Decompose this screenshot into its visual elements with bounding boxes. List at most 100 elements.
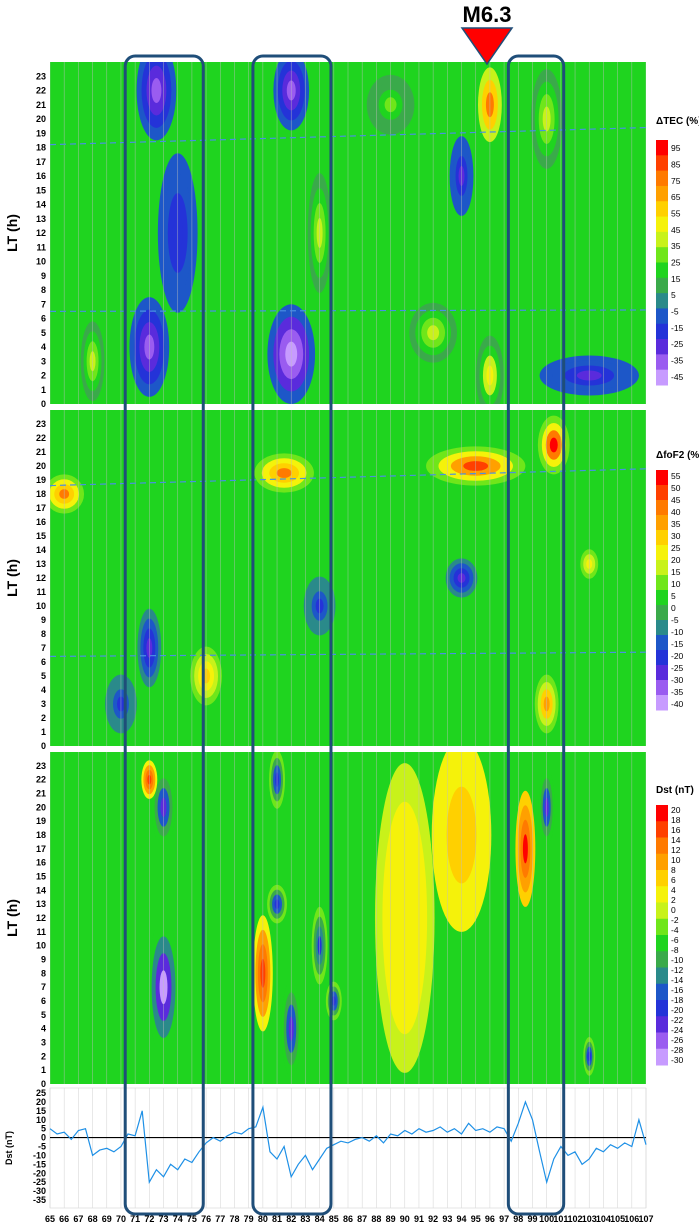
x-tick-label: 73 xyxy=(159,1214,169,1224)
colorbar-tick-label: 14 xyxy=(671,835,681,845)
x-tick-label: 106 xyxy=(624,1214,639,1224)
x-tick-label: 84 xyxy=(315,1214,325,1224)
colorbar-tick-label: 85 xyxy=(671,160,681,170)
y-tick-label: 22 xyxy=(36,775,46,785)
y-tick-label: 21 xyxy=(36,447,46,457)
colorbar-tick-label: -22 xyxy=(671,1015,684,1025)
colorbar-swatch xyxy=(656,821,668,838)
colorbar-tick-label: -2 xyxy=(671,915,679,925)
x-tick-label: 81 xyxy=(272,1214,282,1224)
x-tick-label: 99 xyxy=(527,1214,537,1224)
colorbar-swatch xyxy=(656,935,668,952)
highlight-box xyxy=(251,54,333,1216)
y-tick-label: 21 xyxy=(36,100,46,110)
colorbar-tick-label: 10 xyxy=(671,855,681,865)
colorbar-swatch xyxy=(656,902,668,920)
x-tick-label: 86 xyxy=(343,1214,353,1224)
colorbar-tick-label: 40 xyxy=(671,507,681,517)
x-tick-label: 93 xyxy=(442,1214,452,1224)
y-tick-label: 12 xyxy=(36,228,46,238)
dst-y-tick-label: -20 xyxy=(33,1168,46,1178)
x-tick-label: 104 xyxy=(596,1214,611,1224)
colorbar-tick-label: -18 xyxy=(671,995,684,1005)
x-tick-label: 94 xyxy=(457,1214,467,1224)
colorbar-tick-label: -10 xyxy=(671,955,684,965)
colorbar-tick-label: -20 xyxy=(671,651,684,661)
y-tick-label: 2 xyxy=(41,1051,46,1061)
y-tick-label: 14 xyxy=(36,545,46,555)
dst-y-tick-label: -15 xyxy=(33,1159,46,1169)
colorbar-tick-label: -35 xyxy=(671,356,684,366)
x-tick-label: 98 xyxy=(513,1214,523,1224)
colorbar-swatch xyxy=(656,1016,668,1033)
colorbar-tick-label: 15 xyxy=(671,567,681,577)
y-tick-label: 4 xyxy=(41,1024,46,1034)
y-tick-label: 20 xyxy=(36,802,46,812)
colorbar-swatch xyxy=(656,951,668,968)
y-tick-label: 19 xyxy=(36,128,46,138)
colorbar-swatch xyxy=(656,680,668,696)
y-tick-label: 2 xyxy=(41,713,46,723)
y-tick-label: 17 xyxy=(36,503,46,513)
x-tick-label: 92 xyxy=(428,1214,438,1224)
colorbar-tick-label: -30 xyxy=(671,675,684,685)
y-tick-label: 11 xyxy=(36,587,46,597)
colorbar-tick-label: 15 xyxy=(671,274,681,284)
y-tick-label: 23 xyxy=(36,761,46,771)
colorbar-tick-label: 0 xyxy=(671,603,676,613)
colorbar-tick-label: -10 xyxy=(671,627,684,637)
colorbar-swatch xyxy=(656,216,668,233)
colorbar-swatch xyxy=(656,262,668,279)
colorbar-tick-label: 16 xyxy=(671,825,681,835)
colorbar-tick-label: 65 xyxy=(671,192,681,202)
colorbar-swatch xyxy=(656,500,668,516)
colorbar-tick-label: -12 xyxy=(671,965,684,975)
dst-y-tick-label: 15 xyxy=(36,1106,46,1116)
y-tick-label: 10 xyxy=(36,941,46,951)
colorbar-swatch xyxy=(656,323,668,340)
colorbar-tick-label: -28 xyxy=(671,1045,684,1055)
x-tick-label: 95 xyxy=(471,1214,481,1224)
x-tick-label: 107 xyxy=(638,1214,653,1224)
y-tick-label: 19 xyxy=(36,475,46,485)
y-tick-label: 23 xyxy=(36,71,46,81)
colorbar-swatch xyxy=(656,185,668,202)
x-tick-label: 67 xyxy=(73,1214,83,1224)
x-tick-label: 78 xyxy=(229,1214,239,1224)
fof2-ylabel: LT (h) xyxy=(4,559,20,597)
y-tick-label: 18 xyxy=(36,143,46,153)
y-tick-label: 8 xyxy=(41,285,46,295)
colorbar-tick-label: 25 xyxy=(671,258,681,268)
y-tick-label: 17 xyxy=(36,157,46,167)
x-tick-label: 90 xyxy=(400,1214,410,1224)
x-tick-label: 101 xyxy=(553,1214,568,1224)
colorbar-swatch xyxy=(656,293,668,309)
y-tick-label: 14 xyxy=(36,200,46,210)
x-tick-label: 65 xyxy=(45,1214,55,1224)
colorbar-swatch xyxy=(656,805,668,822)
y-tick-label: 15 xyxy=(36,872,46,882)
earthquake-marker-icon xyxy=(460,27,514,66)
colorbar-title: Dst (nT) xyxy=(656,785,694,796)
y-tick-label: 9 xyxy=(41,615,46,625)
colorbar-tick-label: 55 xyxy=(671,471,681,481)
y-tick-label: 19 xyxy=(36,816,46,826)
y-tick-label: 21 xyxy=(36,789,46,799)
y-tick-label: 12 xyxy=(36,913,46,923)
y-tick-label: 11 xyxy=(36,927,46,937)
colorbar-swatch xyxy=(656,918,668,936)
anomaly-contour xyxy=(549,437,558,453)
y-tick-label: 7 xyxy=(41,299,46,309)
x-tick-label: 77 xyxy=(215,1214,225,1224)
y-tick-label: 13 xyxy=(36,559,46,569)
colorbar-swatch xyxy=(656,140,668,156)
y-tick-label: 3 xyxy=(41,699,46,709)
dst-y-tick-label: 20 xyxy=(36,1097,46,1107)
y-tick-label: 18 xyxy=(36,830,46,840)
x-tick-label: 97 xyxy=(499,1214,509,1224)
y-tick-label: 0 xyxy=(41,741,46,751)
x-tick-label: 91 xyxy=(414,1214,424,1224)
